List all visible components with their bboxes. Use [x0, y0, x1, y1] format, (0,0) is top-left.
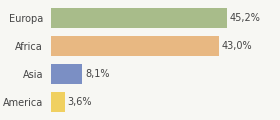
Text: 8,1%: 8,1%: [85, 69, 109, 79]
Bar: [51, 8, 227, 28]
Text: 43,0%: 43,0%: [221, 41, 252, 51]
Text: 3,6%: 3,6%: [67, 97, 92, 107]
Bar: [51, 92, 65, 112]
Bar: [51, 36, 219, 56]
Bar: [51, 64, 82, 84]
Text: 45,2%: 45,2%: [230, 13, 261, 23]
